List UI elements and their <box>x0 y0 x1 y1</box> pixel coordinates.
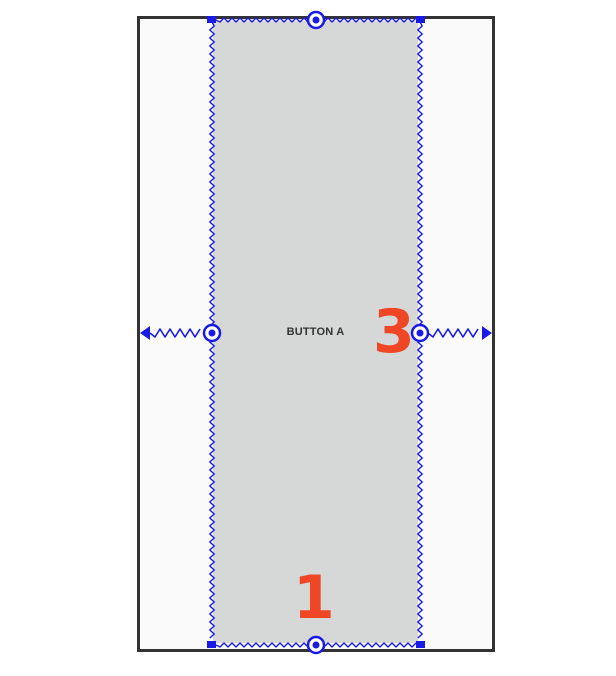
callout-number-3: 3 <box>373 297 415 367</box>
callout-number-1: 1 <box>293 563 335 633</box>
button-a-label: BUTTON A <box>286 326 345 338</box>
button-a[interactable]: BUTTON A <box>213 21 418 643</box>
